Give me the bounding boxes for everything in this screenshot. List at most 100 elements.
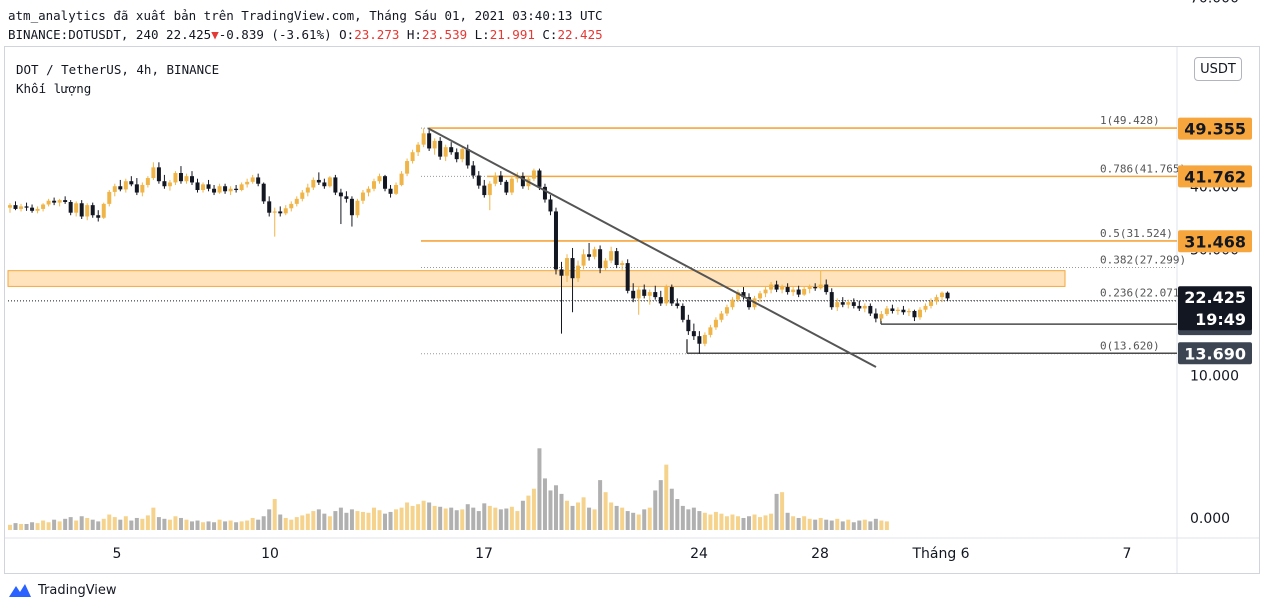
candle-body: [559, 269, 564, 276]
price-tag-bg: [1178, 230, 1252, 253]
symbol-prefix: BINANCE:DOTUSDT, 240 22.425: [8, 27, 212, 42]
candle-body: [686, 319, 691, 332]
down-arrow-icon: ▼: [211, 27, 219, 42]
candle-body: [504, 181, 509, 193]
candle-body: [691, 331, 696, 337]
symbol-legend: DOT / TetherUS, 4h, BINANCE: [16, 62, 220, 77]
countdown-label: 19:49: [1195, 310, 1246, 329]
candle-body: [487, 183, 492, 196]
tradingview-brand[interactable]: TradingView: [8, 582, 117, 598]
candle-body: [57, 200, 62, 203]
volume-bar: [620, 507, 625, 530]
candle-body: [267, 201, 272, 213]
candle-body: [636, 289, 641, 299]
volume-bar: [879, 520, 884, 530]
volume-legend: Khối lượng: [16, 81, 92, 96]
volume-bar: [769, 513, 774, 530]
volume-bar: [835, 518, 840, 530]
candle-body: [890, 308, 895, 311]
c-label: C:: [542, 27, 558, 42]
x-tick-label: 17: [475, 546, 493, 562]
candle-body: [261, 183, 266, 202]
candle-body: [52, 200, 57, 203]
volume-bar: [553, 485, 558, 530]
volume-bar: [758, 517, 763, 530]
candle-body: [151, 167, 156, 179]
candle-body: [173, 173, 178, 183]
volume-bar: [217, 519, 222, 530]
volume-bar: [631, 512, 636, 530]
volume-bar: [443, 508, 448, 530]
volume-bar: [691, 507, 696, 530]
volume-bar: [294, 517, 299, 530]
volume-bar: [107, 514, 112, 530]
candle-body: [906, 310, 911, 313]
candle-body: [565, 258, 570, 276]
candle-body: [322, 182, 327, 187]
candle-body: [758, 293, 763, 299]
candle-body: [901, 309, 906, 313]
candle-body: [631, 290, 636, 299]
candle-body: [129, 181, 134, 185]
volume-bar: [598, 480, 603, 530]
candle-body: [118, 186, 123, 190]
volume-bar: [151, 507, 156, 530]
volume-bar: [322, 513, 327, 530]
volume-bar: [697, 511, 702, 530]
volume-bar: [162, 518, 167, 530]
currency-unit-button[interactable]: USDT: [1194, 57, 1242, 81]
volume-bar: [873, 518, 878, 530]
candle-body: [669, 287, 674, 304]
candle-body: [272, 211, 277, 213]
volume-bar: [702, 512, 707, 530]
candle-body: [647, 292, 652, 296]
volume-bar: [228, 520, 233, 530]
candle-body: [388, 188, 393, 194]
candle-body: [217, 186, 222, 193]
candle-body: [63, 200, 68, 202]
volume-bar: [261, 516, 266, 530]
volume-bar: [388, 511, 393, 530]
change-value: -0.839 (-3.61%): [218, 27, 332, 42]
candle-body: [862, 305, 867, 309]
l-label: L:: [474, 27, 490, 42]
volume-bar: [741, 517, 746, 530]
volume-bar: [465, 504, 470, 530]
volume-bar: [96, 521, 101, 530]
volume-bar: [818, 517, 823, 530]
candle-body: [807, 287, 812, 289]
volume-bar: [807, 518, 812, 530]
volume-bar: [581, 497, 586, 530]
candle-body: [145, 178, 150, 185]
c-value: 22.425: [557, 27, 603, 42]
volume-bar: [647, 507, 652, 530]
candle-body: [465, 149, 470, 166]
volume-bar: [614, 505, 619, 530]
volume-bar: [570, 505, 575, 530]
candle-body: [438, 140, 443, 157]
volume-bar: [730, 514, 735, 530]
candle-body: [101, 203, 106, 218]
y-tick-label: 0.000: [1190, 511, 1230, 527]
candle-body: [245, 181, 250, 185]
volume-bar: [421, 500, 426, 530]
x-tick-label: 5: [113, 546, 122, 562]
volume-bar: [576, 502, 581, 530]
volume-bar: [338, 507, 343, 530]
candle-body: [366, 188, 371, 193]
candle-body: [300, 192, 305, 199]
l-value: 21.991: [489, 27, 535, 42]
candle-body: [923, 305, 928, 310]
candle-body: [945, 292, 950, 299]
candle-body: [769, 284, 774, 290]
volume-bar: [559, 493, 564, 530]
volume-bar: [112, 517, 117, 530]
candle-body: [531, 170, 536, 179]
candle-body: [96, 215, 101, 218]
volume-bar: [156, 517, 161, 530]
candle-body: [664, 287, 669, 304]
y-tick-label: 70.000: [1190, 0, 1239, 7]
price-tag-label: 49.355: [1184, 120, 1246, 139]
candle-body: [349, 198, 354, 216]
